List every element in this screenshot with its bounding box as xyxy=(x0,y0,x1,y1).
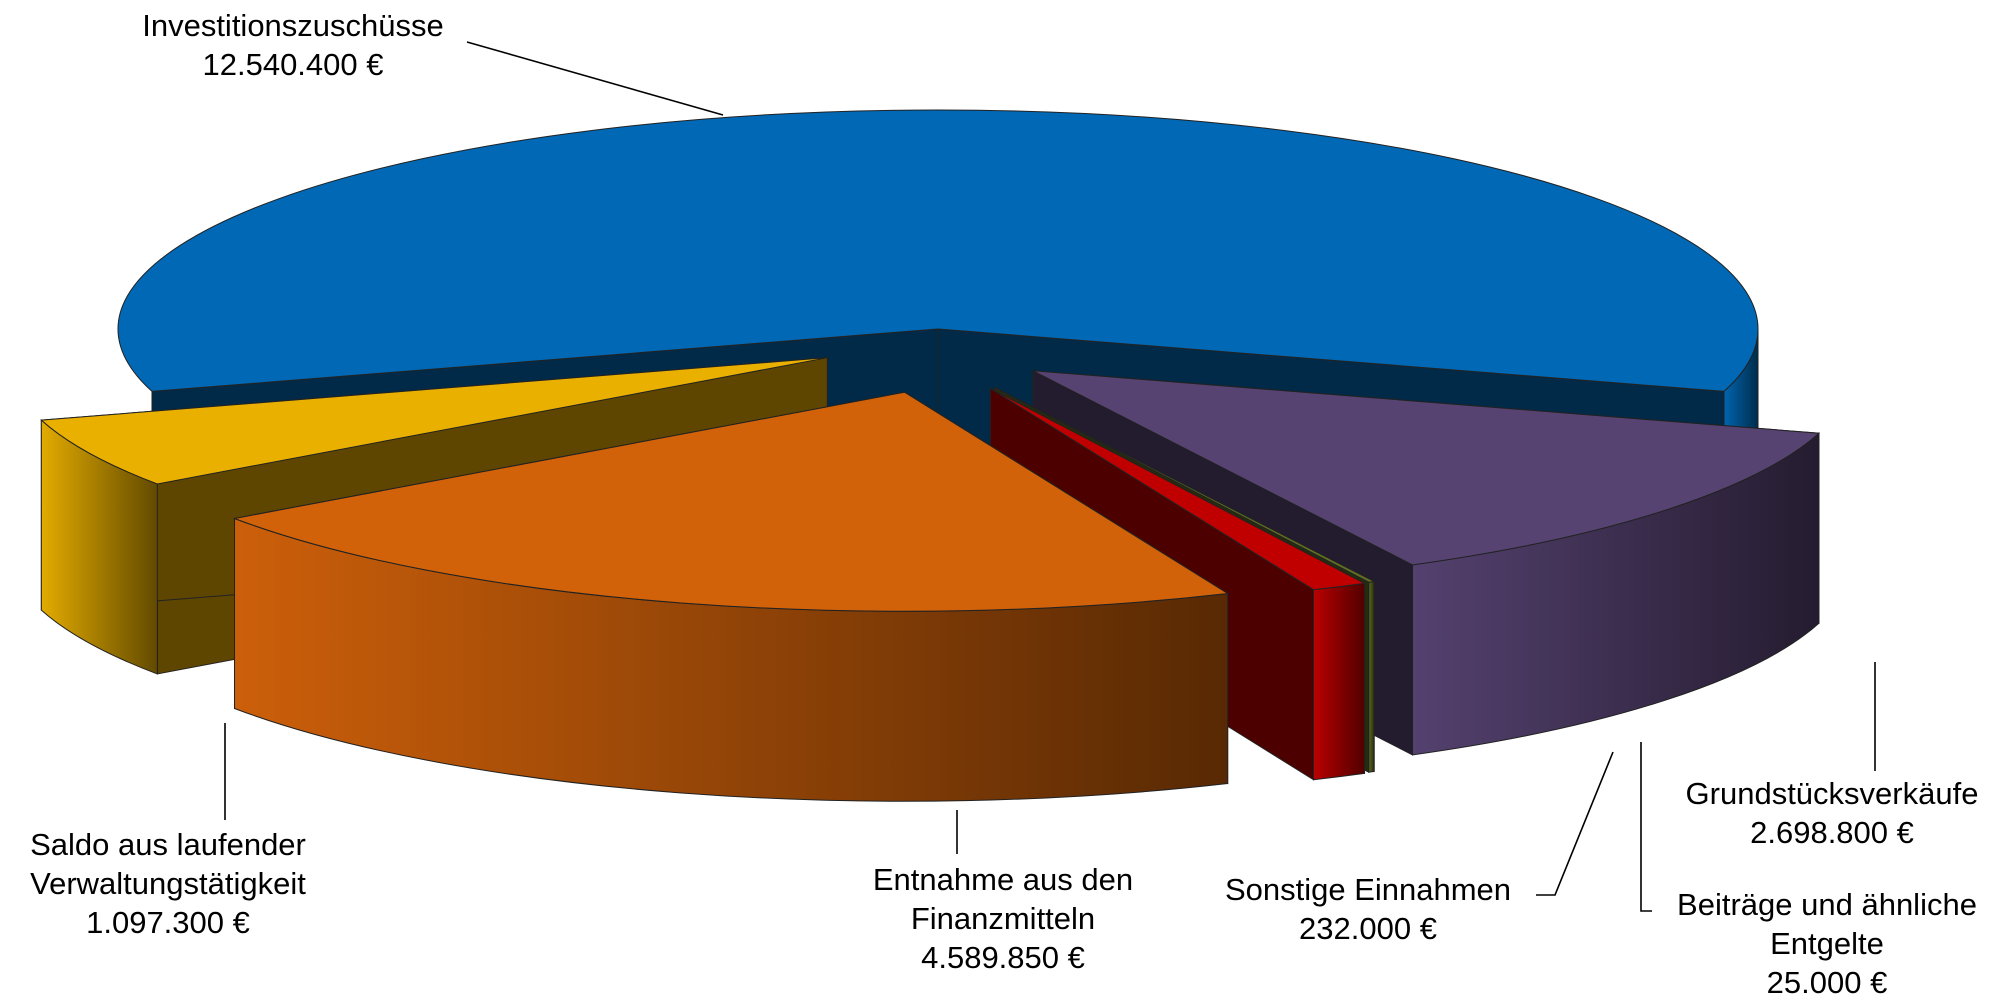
chart-title: 21.183.350 € xyxy=(866,0,1135,8)
slice-label: Entnahme aus den Finanzmitteln 4.589.850 … xyxy=(848,860,1158,977)
slice-top xyxy=(1032,370,1821,566)
slice-top xyxy=(117,109,1759,392)
slice-top xyxy=(994,386,1376,583)
value-label: 25.000 € xyxy=(1766,965,1888,1000)
slice-outer-wall xyxy=(1312,582,1366,781)
value-label: 232.000 € xyxy=(1299,911,1437,946)
leader-line xyxy=(466,41,724,116)
slice-label: Investitionszuschüsse 12.540.400 € xyxy=(142,6,444,84)
slice-label: Beiträge und ähnliche Entgelte 25.000 € xyxy=(1647,885,2007,1002)
value-label: 12.540.400 € xyxy=(202,47,384,82)
slice-label: Sonstige Einnahmen 232.000 € xyxy=(1225,870,1511,948)
category-label: Investitionszuschüsse xyxy=(142,8,444,43)
slice-outer-wall xyxy=(1368,580,1375,773)
category-label: Grundstücksverkäufe xyxy=(1685,776,1979,811)
value-label: 4.589.850 € xyxy=(921,940,1085,975)
pie xyxy=(40,109,1821,802)
category-label: Beiträge und ähnliche Entgelte xyxy=(1677,887,1977,961)
category-label: Entnahme aus den Finanzmitteln xyxy=(872,862,1134,936)
value-label: 1.097.300 € xyxy=(86,905,250,940)
leader-lines xyxy=(224,41,1876,912)
slice-label: Saldo aus laufender Verwaltungstätigkeit… xyxy=(0,825,338,942)
leader-line xyxy=(1536,751,1614,896)
leader-line xyxy=(1640,742,1652,912)
slice xyxy=(232,391,1230,802)
slice-top xyxy=(40,357,828,485)
category-label: Sonstige Einnahmen xyxy=(1224,872,1512,907)
category-label: Saldo aus laufender Verwaltungstätigkeit xyxy=(30,827,306,901)
slice-label: Grundstücksverkäufe 2.698.800 € xyxy=(1686,774,1979,852)
slice-top xyxy=(990,388,1367,591)
value-label: 2.698.800 € xyxy=(1750,815,1914,850)
slice-top xyxy=(232,391,1230,612)
